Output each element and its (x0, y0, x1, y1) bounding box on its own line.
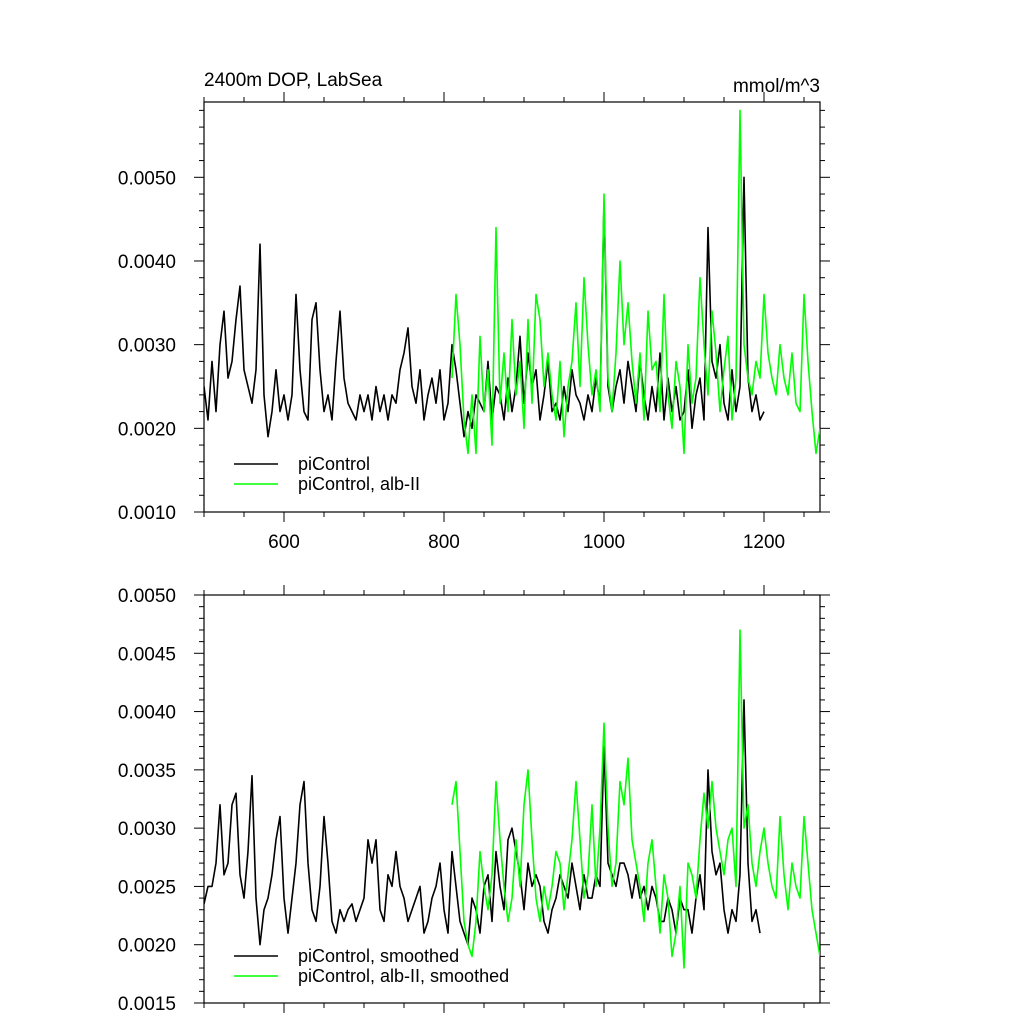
legend-label: piControl (298, 454, 370, 474)
plot-frame (203, 594, 821, 1004)
y-tick-label: 0.0030 (118, 819, 176, 840)
y-tick-label: 0.0045 (118, 644, 176, 665)
plot-frame (203, 101, 821, 513)
y-tick-label: 0.0035 (118, 761, 176, 782)
series-line-green (451, 629, 820, 969)
x-tick-label: 1000 (583, 532, 625, 553)
y-tick-label: 0.0040 (118, 703, 176, 724)
panel-bottom: 0.0015 0.0020 0.0025 0.0030 0.0035 0.0040 0.00… (118, 585, 830, 1015)
x-tick-label: 600 (268, 532, 300, 553)
x-tick-label: 1200 (743, 532, 785, 553)
legend-label: piControl, alb-II, smoothed (298, 966, 509, 986)
y-tick-label: 0.0015 (118, 994, 176, 1015)
x-tick-label: 800 (428, 532, 460, 553)
series-line-green (451, 109, 820, 455)
y-tick-label: 0.0010 (118, 503, 176, 524)
series-line-black (204, 699, 761, 946)
y-tick-label: 0.0050 (118, 168, 176, 189)
legend-label: piControl, smoothed (298, 946, 459, 966)
y-tick-label: 0.0040 (118, 252, 176, 273)
y-tick-label: 0.0020 (118, 936, 176, 957)
chart-title: 2400m DOP, LabSea (204, 70, 383, 91)
panel-top: 600 800 1000 1200 0.0010 0.0020 0.0030 0.0040 0.… (118, 70, 830, 553)
y-tick-label: 0.0020 (118, 419, 176, 440)
legend-label: piControl, alb-II (298, 474, 420, 494)
y-tick-label: 0.0030 (118, 336, 176, 357)
y-tick-label: 0.0025 (118, 877, 176, 898)
y-tick-label: 0.0050 (118, 586, 176, 607)
units-label: mmol/m^3 (733, 76, 820, 97)
